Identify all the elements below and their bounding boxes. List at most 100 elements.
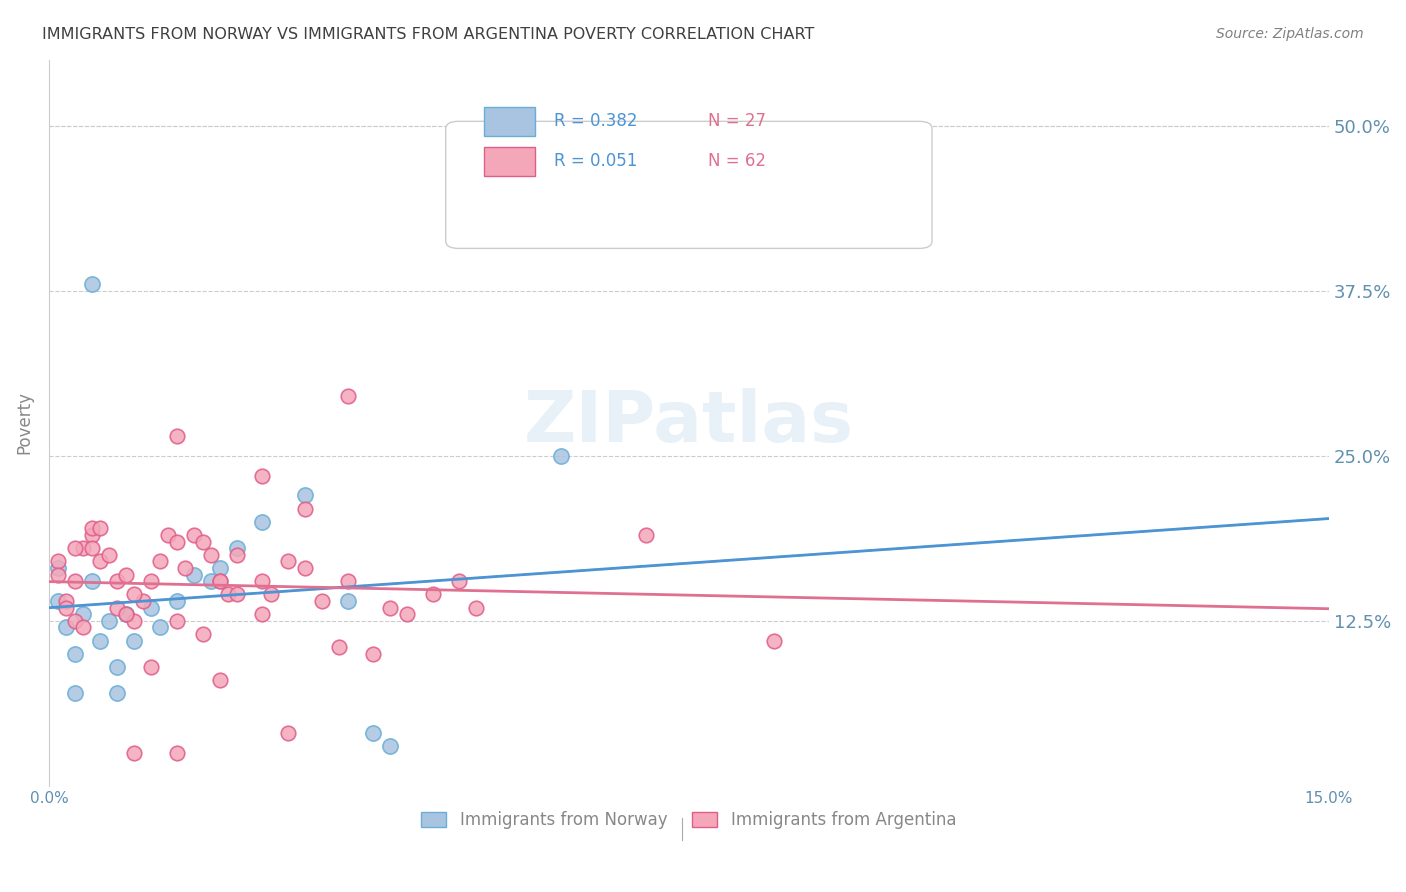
Immigrants from Argentina xyxy=(200,548,222,562)
Immigrants from Argentina xyxy=(336,574,359,588)
Text: ZIPatlas: ZIPatlas xyxy=(524,388,853,458)
Immigrants from Norway xyxy=(550,449,572,463)
Immigrants from Norway xyxy=(46,594,69,608)
Immigrants from Argentina xyxy=(63,574,86,588)
Immigrants from Argentina xyxy=(252,574,274,588)
Immigrants from Argentina xyxy=(105,600,128,615)
Immigrants from Argentina xyxy=(141,574,163,588)
Immigrants from Norway xyxy=(105,660,128,674)
Immigrants from Argentina xyxy=(311,594,333,608)
Immigrants from Norway xyxy=(208,561,231,575)
Immigrants from Argentina xyxy=(80,521,103,535)
Y-axis label: Poverty: Poverty xyxy=(15,392,32,454)
Immigrants from Argentina xyxy=(361,647,384,661)
Immigrants from Argentina xyxy=(149,554,172,568)
Immigrants from Norway xyxy=(361,726,384,740)
Immigrants from Argentina xyxy=(55,594,77,608)
Immigrants from Argentina xyxy=(46,567,69,582)
Immigrants from Argentina xyxy=(252,607,274,622)
Immigrants from Norway xyxy=(80,277,103,291)
Immigrants from Argentina xyxy=(97,548,120,562)
Immigrants from Argentina xyxy=(336,389,359,403)
Immigrants from Argentina xyxy=(89,521,111,535)
Immigrants from Norway xyxy=(183,567,205,582)
Immigrants from Norway xyxy=(336,594,359,608)
Immigrants from Argentina xyxy=(277,726,299,740)
Immigrants from Norway xyxy=(294,488,316,502)
Immigrants from Argentina xyxy=(260,587,283,601)
FancyBboxPatch shape xyxy=(446,121,932,248)
Immigrants from Argentina xyxy=(294,501,316,516)
Immigrants from Argentina xyxy=(55,600,77,615)
Immigrants from Norway xyxy=(252,515,274,529)
Immigrants from Argentina xyxy=(114,567,136,582)
Immigrants from Argentina xyxy=(80,528,103,542)
Immigrants from Argentina xyxy=(114,607,136,622)
Immigrants from Argentina xyxy=(252,468,274,483)
FancyBboxPatch shape xyxy=(484,107,536,136)
Text: Source: ZipAtlas.com: Source: ZipAtlas.com xyxy=(1216,27,1364,41)
Immigrants from Argentina xyxy=(141,660,163,674)
Immigrants from Argentina xyxy=(208,673,231,688)
Immigrants from Argentina xyxy=(328,640,350,655)
Immigrants from Argentina xyxy=(225,548,247,562)
Immigrants from Argentina xyxy=(447,574,470,588)
Immigrants from Argentina xyxy=(166,534,188,549)
Immigrants from Argentina xyxy=(217,587,239,601)
Text: R = 0.051: R = 0.051 xyxy=(554,153,638,170)
Immigrants from Norway xyxy=(105,686,128,700)
Immigrants from Argentina xyxy=(191,534,214,549)
Immigrants from Argentina xyxy=(208,574,231,588)
Immigrants from Argentina xyxy=(636,528,658,542)
Immigrants from Norway xyxy=(97,614,120,628)
Immigrants from Argentina xyxy=(89,554,111,568)
Immigrants from Norway xyxy=(55,620,77,634)
Immigrants from Norway xyxy=(141,600,163,615)
Immigrants from Argentina xyxy=(277,554,299,568)
Immigrants from Argentina xyxy=(63,541,86,555)
Immigrants from Argentina xyxy=(294,561,316,575)
Immigrants from Argentina xyxy=(124,587,146,601)
Immigrants from Argentina xyxy=(132,594,155,608)
Legend: Immigrants from Norway, Immigrants from Argentina: Immigrants from Norway, Immigrants from … xyxy=(415,805,963,836)
Immigrants from Argentina xyxy=(157,528,180,542)
Immigrants from Argentina xyxy=(105,574,128,588)
Immigrants from Norway xyxy=(200,574,222,588)
Immigrants from Argentina xyxy=(63,614,86,628)
Immigrants from Norway xyxy=(380,739,402,754)
Immigrants from Argentina xyxy=(166,746,188,760)
Immigrants from Norway xyxy=(46,561,69,575)
Immigrants from Argentina xyxy=(166,429,188,443)
Immigrants from Norway xyxy=(166,594,188,608)
Immigrants from Argentina xyxy=(396,607,419,622)
Immigrants from Argentina xyxy=(46,554,69,568)
Immigrants from Argentina xyxy=(183,528,205,542)
Immigrants from Argentina xyxy=(225,587,247,601)
Immigrants from Argentina xyxy=(166,614,188,628)
Immigrants from Argentina xyxy=(80,541,103,555)
Immigrants from Argentina xyxy=(208,574,231,588)
Immigrants from Norway xyxy=(72,607,94,622)
Immigrants from Norway xyxy=(80,574,103,588)
Immigrants from Norway xyxy=(63,686,86,700)
Text: IMMIGRANTS FROM NORWAY VS IMMIGRANTS FROM ARGENTINA POVERTY CORRELATION CHART: IMMIGRANTS FROM NORWAY VS IMMIGRANTS FRO… xyxy=(42,27,814,42)
Text: N = 62: N = 62 xyxy=(709,153,766,170)
Immigrants from Norway xyxy=(225,541,247,555)
Immigrants from Argentina xyxy=(763,633,786,648)
Immigrants from Argentina xyxy=(72,620,94,634)
Text: R = 0.382: R = 0.382 xyxy=(554,112,638,130)
Immigrants from Norway xyxy=(63,647,86,661)
Immigrants from Norway xyxy=(124,633,146,648)
Immigrants from Argentina xyxy=(191,627,214,641)
Immigrants from Argentina xyxy=(72,541,94,555)
Immigrants from Argentina xyxy=(422,587,444,601)
Immigrants from Argentina xyxy=(174,561,197,575)
Immigrants from Argentina xyxy=(124,614,146,628)
Immigrants from Norway xyxy=(114,607,136,622)
Immigrants from Argentina xyxy=(464,600,486,615)
Immigrants from Norway xyxy=(149,620,172,634)
Immigrants from Argentina xyxy=(380,600,402,615)
Immigrants from Argentina xyxy=(124,746,146,760)
Text: N = 27: N = 27 xyxy=(709,112,766,130)
FancyBboxPatch shape xyxy=(484,147,536,176)
